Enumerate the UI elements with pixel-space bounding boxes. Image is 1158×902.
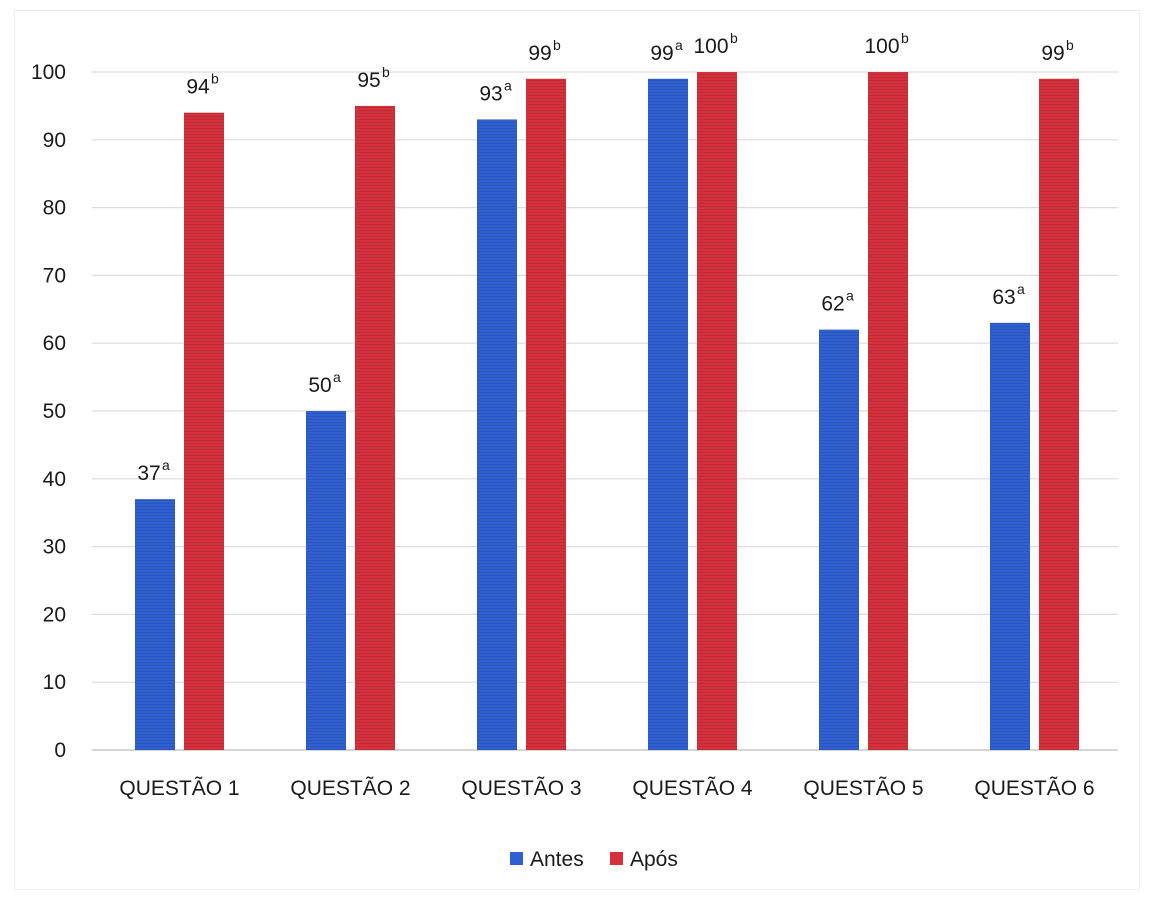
data-label-superscript: b — [382, 64, 390, 80]
y-tick-label: 60 — [43, 332, 66, 355]
bar-texture — [990, 322, 1030, 750]
bars — [135, 72, 1079, 751]
y-tick-label: 80 — [43, 197, 66, 220]
data-label-superscript: a — [846, 288, 854, 304]
legend: Antes Após — [510, 848, 678, 871]
legend-label: Antes — [530, 848, 584, 871]
data-label: 99 — [1041, 42, 1064, 65]
y-axis: 0 10 20 30 40 50 60 70 80 90 100 — [31, 61, 66, 762]
data-label: 62 — [821, 293, 844, 316]
data-label: 99 — [528, 42, 551, 65]
data-label: 95 — [357, 69, 380, 92]
y-tick-label: 20 — [43, 603, 66, 626]
data-label-superscript: a — [162, 457, 170, 473]
legend-swatch — [610, 852, 623, 865]
data-label-superscript: b — [901, 30, 909, 46]
x-axis: QUESTÃO 1 QUESTÃO 2 QUESTÃO 3 QUESTÃO 4 QUES… — [119, 776, 1094, 800]
bar-texture — [1039, 78, 1079, 750]
data-label: 99 — [650, 42, 673, 65]
data-label-superscript: b — [1066, 37, 1074, 53]
bar-texture — [819, 329, 859, 750]
data-label-superscript: a — [1017, 281, 1025, 297]
legend-label: Após — [630, 848, 678, 871]
data-label: 50 — [308, 374, 331, 397]
bar-texture — [477, 119, 517, 750]
y-tick-label: 70 — [43, 264, 66, 287]
data-label: 100 — [693, 35, 728, 58]
data-label-superscript: b — [553, 37, 561, 53]
bar-texture — [135, 499, 175, 750]
x-tick-label: QUESTÃO 3 — [461, 776, 581, 800]
x-tick-label: QUESTÃO 5 — [803, 776, 923, 800]
bar-texture — [184, 112, 224, 751]
data-label-superscript: a — [504, 77, 512, 93]
gridlines — [92, 71, 1118, 751]
y-tick-label: 40 — [43, 468, 66, 491]
data-label: 63 — [992, 286, 1015, 309]
data-label: 94 — [186, 76, 210, 99]
data-label: 37 — [137, 462, 160, 485]
y-tick-label: 90 — [43, 129, 66, 152]
x-tick-label: QUESTÃO 4 — [632, 776, 753, 800]
data-label: 93 — [479, 82, 502, 105]
x-tick-label: QUESTÃO 2 — [290, 776, 410, 800]
x-tick-label: QUESTÃO 6 — [974, 776, 1094, 800]
bar-texture — [526, 78, 566, 750]
chart-frame — [14, 10, 1140, 890]
data-label-superscript: a — [333, 369, 341, 385]
bar-texture — [306, 411, 346, 750]
x-tick-label: QUESTÃO 1 — [119, 776, 239, 800]
y-tick-label: 100 — [31, 61, 66, 84]
bar-texture — [697, 72, 737, 750]
legend-swatch — [510, 852, 523, 865]
y-tick-label: 0 — [54, 739, 66, 762]
bar-texture — [648, 78, 688, 750]
y-tick-label: 10 — [43, 671, 66, 694]
y-tick-label: 30 — [43, 536, 66, 559]
data-label-superscript: b — [211, 71, 219, 87]
data-label-superscript: a — [675, 37, 683, 53]
bar-texture — [355, 105, 395, 750]
bar-texture — [868, 72, 908, 750]
y-tick-label: 50 — [43, 400, 66, 423]
data-label: 100 — [864, 35, 899, 58]
data-label-superscript: b — [730, 30, 738, 46]
